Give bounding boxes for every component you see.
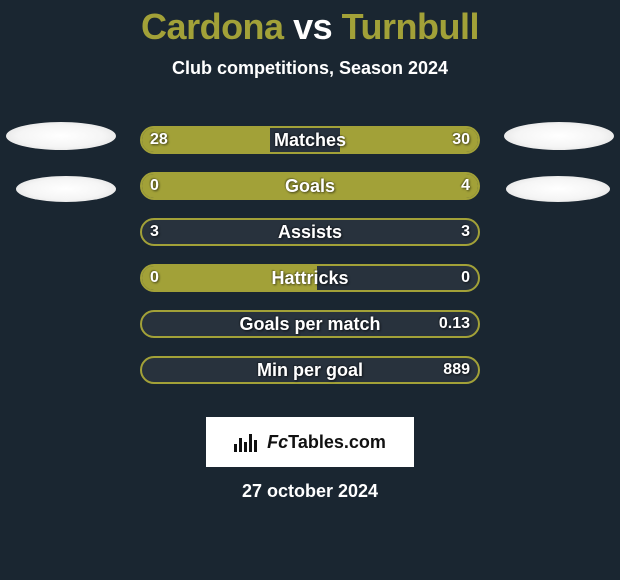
stat-bar-track xyxy=(140,310,480,338)
fctables-logo: FcTables.com xyxy=(206,417,414,467)
stat-value-right: 3 xyxy=(461,218,470,246)
stat-row: 00Hattricks xyxy=(0,255,620,301)
stat-row: 2830Matches xyxy=(0,117,620,163)
bar-chart-icon xyxy=(234,432,257,452)
stat-bar-track xyxy=(140,218,480,246)
vs-separator: vs xyxy=(293,6,332,47)
player2-name: Turnbull xyxy=(342,6,479,47)
stat-row: 04Goals xyxy=(0,163,620,209)
stat-value-right: 30 xyxy=(452,126,470,154)
stat-value-left: 3 xyxy=(150,218,159,246)
comparison-title: Cardona vs Turnbull xyxy=(0,0,620,48)
stat-value-right: 4 xyxy=(461,172,470,200)
stat-bar-track xyxy=(140,172,480,200)
stats-chart: 2830Matches04Goals33Assists00Hattricks0.… xyxy=(0,117,620,393)
stat-value-right: 0.13 xyxy=(439,310,470,338)
stat-row: 33Assists xyxy=(0,209,620,255)
stat-row: 889Min per goal xyxy=(0,347,620,393)
stat-bar-track xyxy=(140,126,480,154)
season-subtitle: Club competitions, Season 2024 xyxy=(0,58,620,79)
stat-value-left: 0 xyxy=(150,264,159,292)
stat-row: 0.13Goals per match xyxy=(0,301,620,347)
snapshot-date: 27 october 2024 xyxy=(0,481,620,502)
stat-bar-left xyxy=(142,266,317,290)
stat-bar-right xyxy=(202,174,478,198)
logo-text: FcTables.com xyxy=(267,432,386,453)
stat-bar-track xyxy=(140,356,480,384)
stat-bar-track xyxy=(140,264,480,292)
stat-value-left: 0 xyxy=(150,172,159,200)
stat-value-right: 889 xyxy=(443,356,470,384)
stat-value-left: 28 xyxy=(150,126,168,154)
player1-name: Cardona xyxy=(141,6,284,47)
stat-value-right: 0 xyxy=(461,264,470,292)
